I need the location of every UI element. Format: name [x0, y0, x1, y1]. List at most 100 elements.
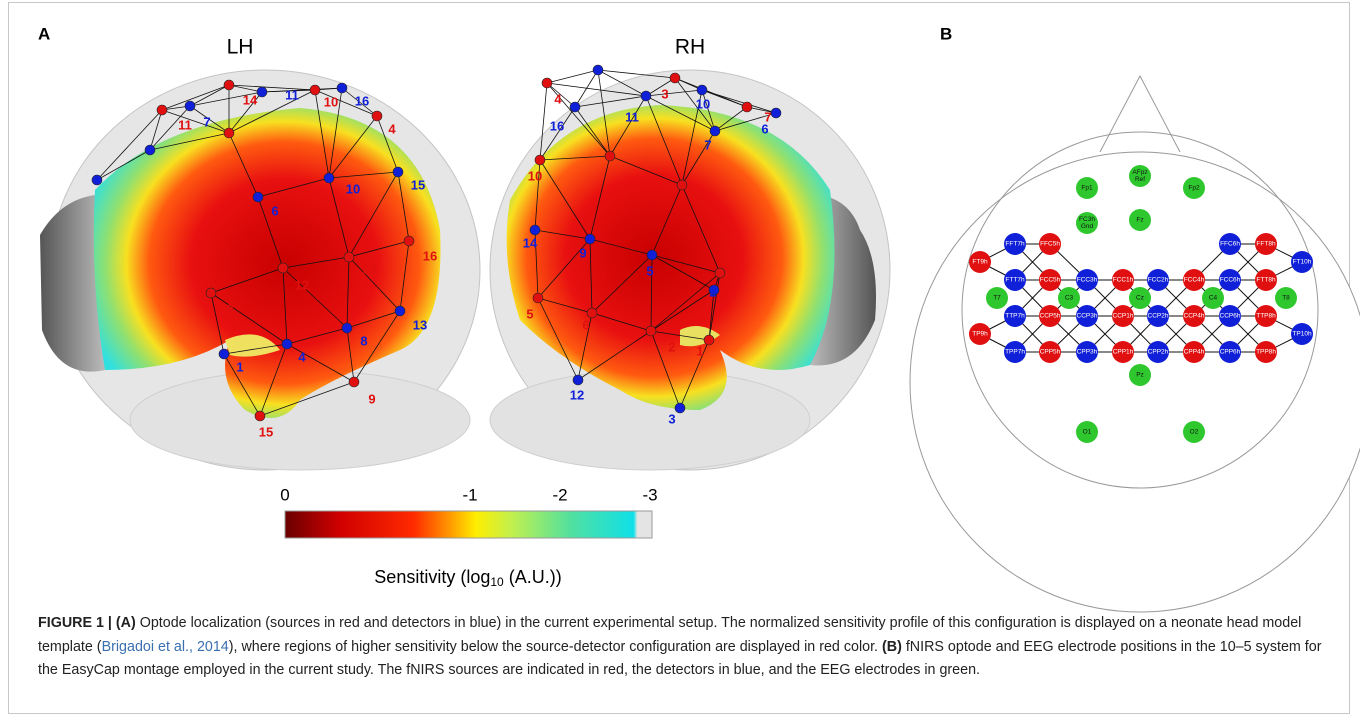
optode [342, 323, 352, 333]
electrode-label: FCC3h [1077, 277, 1098, 284]
electrode-label: TP9h [972, 331, 988, 338]
optode-label: 10 [346, 181, 360, 196]
optode [605, 151, 615, 161]
electrode-label: FFT8h [1256, 241, 1276, 248]
optode [92, 175, 102, 185]
electrode-label: FFC5h [1040, 241, 1060, 248]
electrode-label: CCP3h [1077, 313, 1098, 320]
optode-label: 9 [579, 245, 586, 260]
optode-label: 2 [709, 284, 716, 299]
optode-label: 10 [696, 96, 710, 111]
electrode-label: CCP5h [1040, 313, 1061, 320]
optode [535, 155, 545, 165]
optode-label: 10 [528, 168, 542, 183]
electrode-label: Cz [1136, 295, 1144, 302]
electrode-label: Gnd [1081, 223, 1094, 230]
electrode-label: C3 [1065, 295, 1074, 302]
optode [646, 326, 656, 336]
optode [185, 101, 195, 111]
nose [1100, 76, 1180, 152]
electrode-label: Fp1 [1081, 185, 1093, 192]
figure-page: 1171411101641015616131281384191543107616… [0, 0, 1360, 722]
electrode-label: Pz [1136, 372, 1144, 379]
optode [282, 339, 292, 349]
panel-label: B [940, 24, 952, 43]
electrode-label: FCC5h [1040, 277, 1061, 284]
electrode-label: CPP1h [1113, 349, 1134, 356]
electrode-label: TTP8h [1256, 313, 1276, 320]
optode-label: 13 [363, 261, 377, 276]
optode-label: 5 [526, 306, 533, 321]
optode-label: 4 [388, 121, 396, 136]
optode [742, 102, 752, 112]
optode-label: 12 [570, 387, 584, 402]
optode [677, 180, 687, 190]
optode [771, 108, 781, 118]
optode [641, 91, 651, 101]
optode [593, 65, 603, 75]
optode [157, 105, 167, 115]
optode [404, 236, 414, 246]
electrode-label: FT9h [972, 259, 988, 266]
electrode-label: FCC1h [1113, 277, 1134, 284]
optode-label: 13 [413, 317, 427, 332]
optode-label: 7 [704, 137, 711, 152]
panel-label: A [38, 24, 50, 43]
electrode-label: TTP7h [1005, 313, 1025, 320]
electrode-label: CCP2h [1148, 313, 1169, 320]
optode [647, 250, 657, 260]
caption-text: FIGURE 1 | (A) [38, 615, 136, 631]
optode [585, 234, 595, 244]
optode-label: 8 [360, 333, 367, 348]
electrode-label: T8 [1282, 295, 1290, 302]
optode-label: 15 [411, 177, 425, 192]
hemisphere-title: RH [675, 36, 705, 59]
electrode-label: CPP5h [1040, 349, 1061, 356]
electrode-label: TP10h [1292, 331, 1312, 338]
electrode-label: CCP4h [1184, 313, 1205, 320]
colorbar-tick-label: -3 [642, 485, 657, 504]
optode [710, 126, 720, 136]
optode-label: 6 [761, 121, 768, 136]
optode-label: 16 [550, 118, 564, 133]
electrode-label: FC3h [1079, 216, 1095, 223]
electrode-label: Fp2 [1188, 185, 1200, 192]
optode [310, 85, 320, 95]
optode-label: 8 [226, 301, 233, 316]
optode-label: 15 [259, 424, 273, 439]
optode-label: 10 [324, 94, 338, 109]
colorbar-title: Sensitivity (log10 (A.U.)) [374, 567, 561, 589]
electrode-label: Fz [1136, 217, 1143, 224]
optode [257, 87, 267, 97]
electrode-label: CPP6h [1220, 349, 1241, 356]
optode [145, 145, 155, 155]
optode-label: 6 [582, 317, 589, 332]
hemisphere-title: LH [227, 36, 254, 59]
optode [395, 306, 405, 316]
electrode-label: T7 [993, 295, 1001, 302]
optode [670, 73, 680, 83]
optode [324, 173, 334, 183]
electrode-label: TPP7h [1005, 349, 1025, 356]
optode-label: 3 [661, 86, 668, 101]
colorbar-title-sub: 10 [490, 575, 504, 589]
caption-text: ), where regions of higher sensitivity b… [229, 639, 882, 655]
caption-text[interactable]: Brigadoi et al., 2014 [102, 639, 229, 655]
optode-label: 5 [646, 263, 653, 278]
optode [349, 377, 359, 387]
electrode-label: FCC2h [1148, 277, 1169, 284]
colorbar-tick-label: -1 [462, 485, 477, 504]
electrode-label: CPP4h [1184, 349, 1205, 356]
optode-label: 7 [203, 114, 210, 129]
colorbar-tick-label: -2 [552, 485, 567, 504]
caption-text: (B) [882, 639, 902, 655]
optode-label: 11 [625, 109, 639, 124]
electrode-label: TPP8h [1256, 349, 1276, 356]
optode [224, 80, 234, 90]
optode-label: 4 [554, 91, 562, 106]
electrode-label: CCP1h [1113, 313, 1134, 320]
optode [530, 225, 540, 235]
mesh-line [547, 70, 598, 83]
optode [533, 293, 543, 303]
optode [372, 111, 382, 121]
